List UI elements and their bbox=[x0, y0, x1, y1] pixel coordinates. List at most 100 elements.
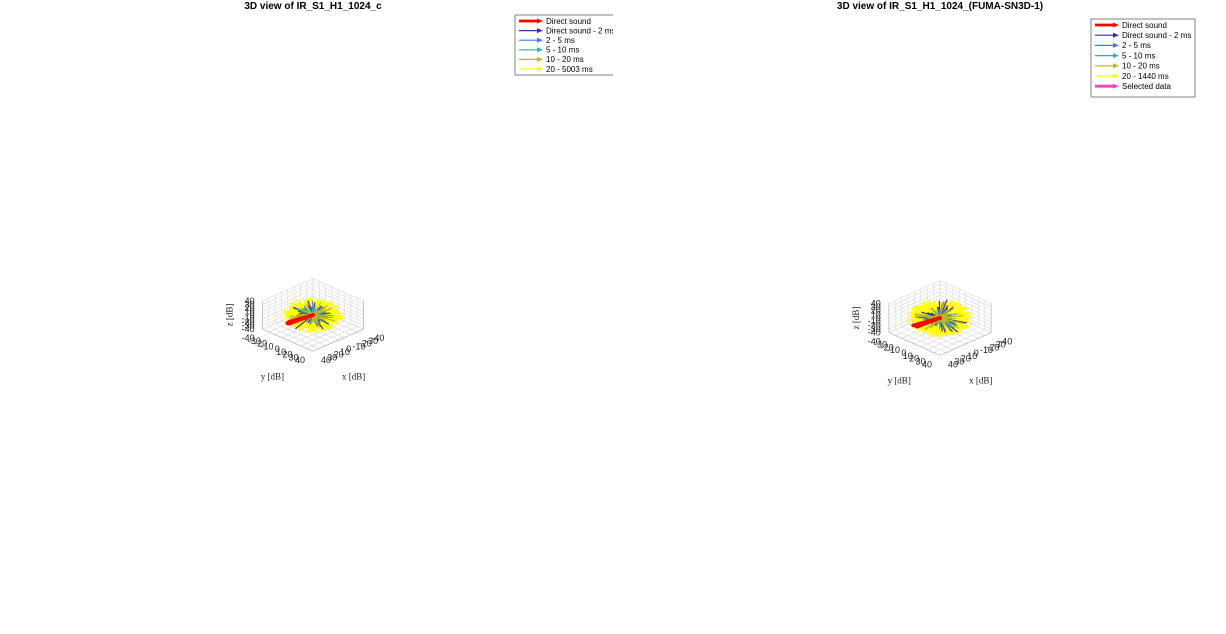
z-tick-label: 30 bbox=[871, 302, 881, 312]
arrow-10-20-ms bbox=[312, 302, 322, 316]
axis-line bbox=[262, 328, 314, 352]
grid-line bbox=[888, 287, 941, 311]
legend-entry-label: 20 - 1440 ms bbox=[1122, 72, 1169, 81]
arrows bbox=[283, 297, 344, 334]
x-tick-label: 10 bbox=[967, 351, 977, 361]
y-tick-label: -10 bbox=[260, 341, 273, 351]
x-axis-label: x [dB] bbox=[969, 376, 992, 386]
grid-line bbox=[927, 326, 979, 350]
legend-entry-label: 2 - 5 ms bbox=[1122, 41, 1151, 50]
y-tick-label: 20 bbox=[282, 350, 292, 360]
z-tick-label: -40 bbox=[242, 324, 255, 334]
grid-line bbox=[262, 289, 314, 312]
legend-arrowhead bbox=[537, 56, 543, 62]
z-tick-label: -40 bbox=[868, 328, 881, 338]
arrow-direct-sound bbox=[916, 316, 942, 328]
arrow-10-20-ms bbox=[939, 302, 944, 319]
legend-arrowhead bbox=[1113, 83, 1119, 89]
z-tick-label: 20 bbox=[245, 303, 255, 313]
chart-panel-left: -40 -40 -40 -30 -30 -30 -20 -20 -20 -10 -10 -10 0 0 0 1… bbox=[225, 1, 613, 382]
legend-arrowhead bbox=[537, 28, 543, 34]
arrow-direct-sound bbox=[285, 313, 315, 325]
grid-line bbox=[895, 329, 947, 353]
legend-arrowhead bbox=[537, 18, 543, 24]
x-tick-label: -40 bbox=[999, 337, 1012, 347]
legend-box bbox=[514, 14, 613, 76]
legend-arrowhead bbox=[1113, 53, 1119, 59]
y-tick-label: 0 bbox=[275, 344, 280, 354]
arrow-10-20-ms bbox=[312, 305, 328, 316]
z-axis-label: z [dB] bbox=[851, 307, 861, 330]
series-direct-sound bbox=[285, 313, 315, 326]
y-tick-label: -20 bbox=[254, 339, 267, 349]
grid-line bbox=[312, 285, 364, 309]
z-tick-label: -30 bbox=[868, 324, 881, 334]
x-tick-label: 10 bbox=[340, 347, 350, 357]
grid-line bbox=[262, 282, 314, 305]
arrow-10-20-ms bbox=[939, 317, 960, 329]
grid-line bbox=[275, 323, 326, 346]
legend-entry-label: 5 - 10 ms bbox=[1122, 51, 1155, 60]
legend-arrowhead bbox=[537, 37, 543, 43]
z-tick-label: 0 bbox=[876, 313, 881, 323]
legend-arrowhead bbox=[537, 47, 543, 53]
z-tick-label: -20 bbox=[868, 320, 881, 330]
grid-line bbox=[312, 289, 364, 312]
x-axis-label: x [dB] bbox=[342, 372, 365, 382]
axis-line bbox=[312, 328, 364, 352]
arrow-10-20-ms bbox=[305, 303, 314, 316]
grid-line bbox=[306, 326, 358, 349]
y-tick-label: 0 bbox=[901, 348, 906, 358]
y-tick-label: -40 bbox=[868, 337, 881, 347]
grid-line bbox=[262, 285, 314, 309]
y-tick-label: -10 bbox=[887, 345, 900, 355]
chart-title: 3D view of IR_S1_H1_1024_(FUMA-SN3D-1) bbox=[837, 1, 1043, 12]
grid-line bbox=[933, 329, 985, 353]
axis-line bbox=[939, 332, 992, 356]
y-tick-label: -30 bbox=[874, 339, 887, 349]
x-tick-label: 30 bbox=[954, 357, 964, 367]
legend-entry-label: Selected data bbox=[1122, 82, 1171, 91]
x-tick-label: -10 bbox=[353, 341, 366, 351]
grid-line bbox=[939, 283, 992, 308]
grid-line bbox=[901, 326, 953, 350]
x-tick-label: 0 bbox=[346, 344, 351, 354]
legend-arrowhead bbox=[1113, 73, 1119, 79]
legend-box bbox=[1090, 18, 1196, 98]
y-axis-label: y [dB] bbox=[888, 376, 911, 386]
y-tick-label: 40 bbox=[922, 359, 932, 369]
grid-line bbox=[312, 292, 364, 316]
legend-arrowhead bbox=[1113, 32, 1119, 38]
x-tick-label: -30 bbox=[365, 336, 378, 346]
grid-line bbox=[939, 294, 992, 319]
grid-line bbox=[312, 278, 364, 302]
x-tick-label: 20 bbox=[961, 354, 971, 364]
grid-line bbox=[300, 323, 351, 346]
grid-line bbox=[268, 326, 320, 349]
arrow-10-20-ms bbox=[939, 317, 947, 332]
z-tick-label: 30 bbox=[245, 299, 255, 309]
series-direct-sound bbox=[911, 316, 942, 329]
grid-line bbox=[939, 287, 992, 311]
z-tick-label: 0 bbox=[250, 310, 255, 320]
grid-line bbox=[888, 280, 941, 304]
grid-line bbox=[888, 291, 941, 315]
x-tick-label: -20 bbox=[986, 342, 999, 352]
arrows bbox=[907, 299, 972, 338]
legend-arrowhead bbox=[537, 66, 543, 72]
x-tick-label: -10 bbox=[980, 345, 993, 355]
grid-line bbox=[939, 280, 992, 304]
y-tick-label: -30 bbox=[248, 336, 261, 346]
x-tick-label: 40 bbox=[948, 359, 958, 369]
chart-title: 3D view of IR_S1_H1_1024_c bbox=[244, 1, 382, 12]
legend-entry-label: Direct sound - 2 ms bbox=[1122, 31, 1191, 40]
z-tick-label: 40 bbox=[245, 296, 255, 306]
z-axis-label: z [dB] bbox=[225, 304, 235, 327]
legend-arrowhead bbox=[1113, 22, 1119, 28]
grid-line bbox=[262, 292, 314, 316]
legend-arrowhead bbox=[1113, 63, 1119, 69]
